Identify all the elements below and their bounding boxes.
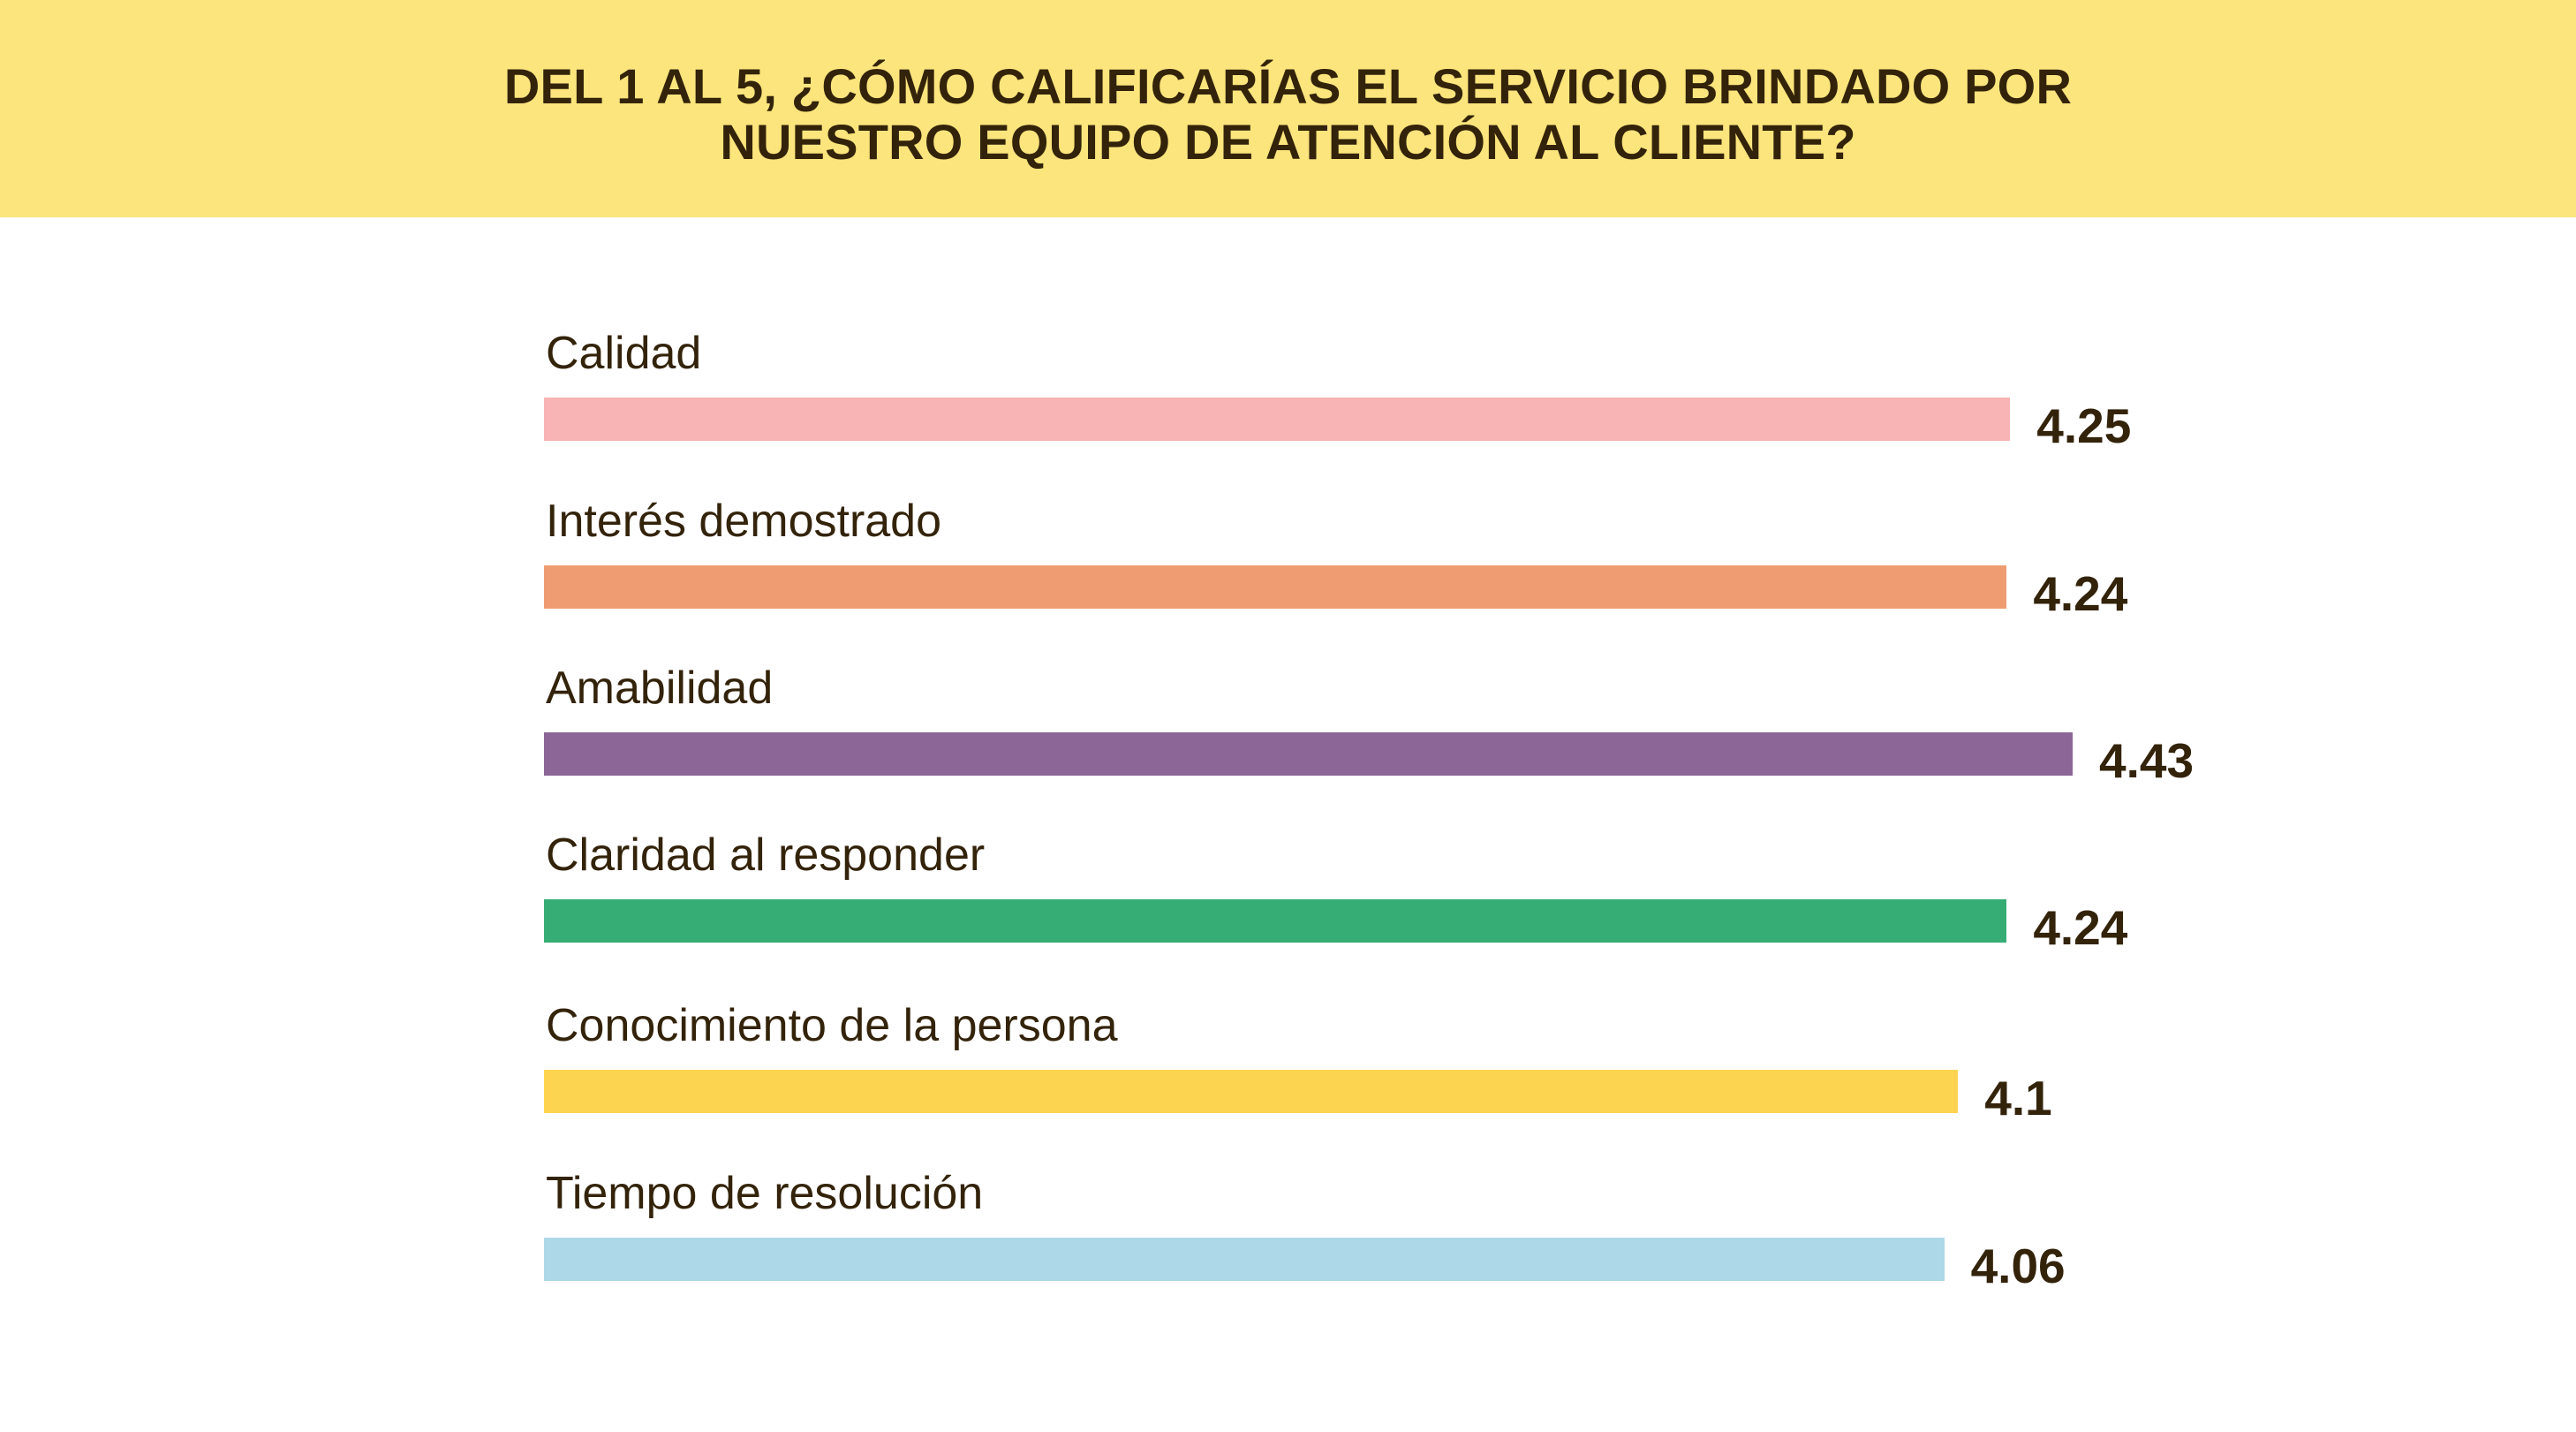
bar-label: Conocimiento de la persona bbox=[546, 1000, 1118, 1051]
bar-label: Calidad bbox=[546, 328, 702, 379]
bar-row-claridad-al-responder: Claridad al responder 4.24 bbox=[544, 829, 2310, 970]
bar-value-label: 4.43 bbox=[2098, 733, 2195, 788]
chart-title-line-2: NUESTRO EQUIPO DE ATENCIÓN AL CLIENTE? bbox=[720, 114, 1856, 170]
bar bbox=[544, 732, 2073, 776]
title-banner: DEL 1 AL 5, ¿CÓMO CALIFICARÍAS EL SERVIC… bbox=[0, 0, 2576, 217]
bar-row-amabilidad: Amabilidad 4.43 bbox=[544, 662, 2310, 803]
bar-row-interes-demostrado: Interés demostrado 4.24 bbox=[544, 495, 2310, 636]
bar bbox=[544, 899, 2007, 943]
chart-title: DEL 1 AL 5, ¿CÓMO CALIFICARÍAS EL SERVIC… bbox=[0, 58, 2576, 170]
bar-value-label: 4.1 bbox=[1984, 1071, 2052, 1125]
bar bbox=[544, 565, 2007, 609]
bar-label: Interés demostrado bbox=[546, 496, 942, 547]
bar-value-label: 4.24 bbox=[2033, 566, 2128, 621]
bar-row-calidad: Calidad 4.25 bbox=[544, 327, 2310, 468]
chart-title-line-1: DEL 1 AL 5, ¿CÓMO CALIFICARÍAS EL SERVIC… bbox=[503, 58, 2073, 114]
bar-label: Amabilidad bbox=[546, 663, 774, 714]
bar-row-conocimiento-de-la-persona: Conocimiento de la persona 4.1 bbox=[544, 999, 2310, 1140]
bar-label: Claridad al responder bbox=[546, 830, 986, 881]
bar bbox=[544, 1070, 1959, 1113]
bar-row-tiempo-de-resolucion: Tiempo de resolución 4.06 bbox=[544, 1167, 2310, 1308]
bar-value-label: 4.25 bbox=[2036, 398, 2132, 453]
bar bbox=[544, 1238, 1945, 1281]
bar-value-label: 4.06 bbox=[1970, 1239, 2066, 1293]
bar bbox=[544, 398, 2011, 441]
bar-value-label: 4.24 bbox=[2033, 900, 2128, 955]
bar-label: Tiempo de resolución bbox=[546, 1168, 984, 1219]
